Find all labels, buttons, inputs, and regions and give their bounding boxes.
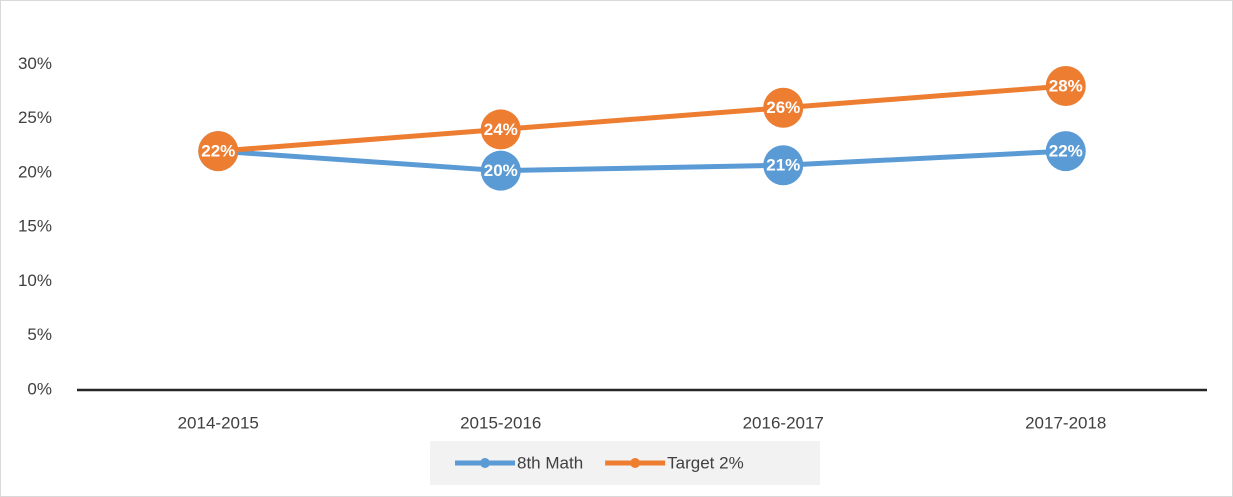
y-tick-label: 10% [18, 271, 52, 290]
x-tick-label: 2014-2015 [178, 413, 259, 432]
marker [1045, 131, 1086, 172]
marker [763, 87, 804, 128]
legend: 8th Math Target 2% [430, 441, 820, 485]
data-label: 24% [484, 120, 518, 139]
x-tick-label: 2016-2017 [743, 413, 824, 432]
data-label: 20% [484, 161, 518, 180]
legend-label: 8th Math [517, 453, 583, 472]
legend-marker [630, 458, 641, 468]
y-tick-label: 5% [27, 325, 52, 344]
x-tick-label: 2017-2018 [1025, 413, 1106, 432]
marker [198, 131, 239, 172]
series-line [218, 83, 1066, 154]
marker [480, 109, 521, 150]
data-label: 28% [1049, 76, 1083, 95]
y-tick-label: 25% [18, 108, 52, 127]
y-tick-label: 20% [18, 162, 52, 181]
data-label: 22% [1049, 142, 1083, 161]
y-tick-label: 0% [27, 379, 52, 398]
x-tick-label: 2015-2016 [460, 413, 541, 432]
data-label: 21% [766, 156, 800, 175]
legend-label: Target 2% [667, 453, 744, 472]
marker [1045, 66, 1086, 106]
data-label: 26% [766, 98, 800, 117]
y-tick-label: 30% [18, 54, 52, 73]
series-line [218, 148, 1066, 174]
legend-marker [480, 458, 490, 468]
y-tick-label: 15% [18, 217, 52, 236]
marker [763, 145, 804, 186]
marker [480, 150, 521, 191]
data-label: 22% [201, 142, 235, 161]
